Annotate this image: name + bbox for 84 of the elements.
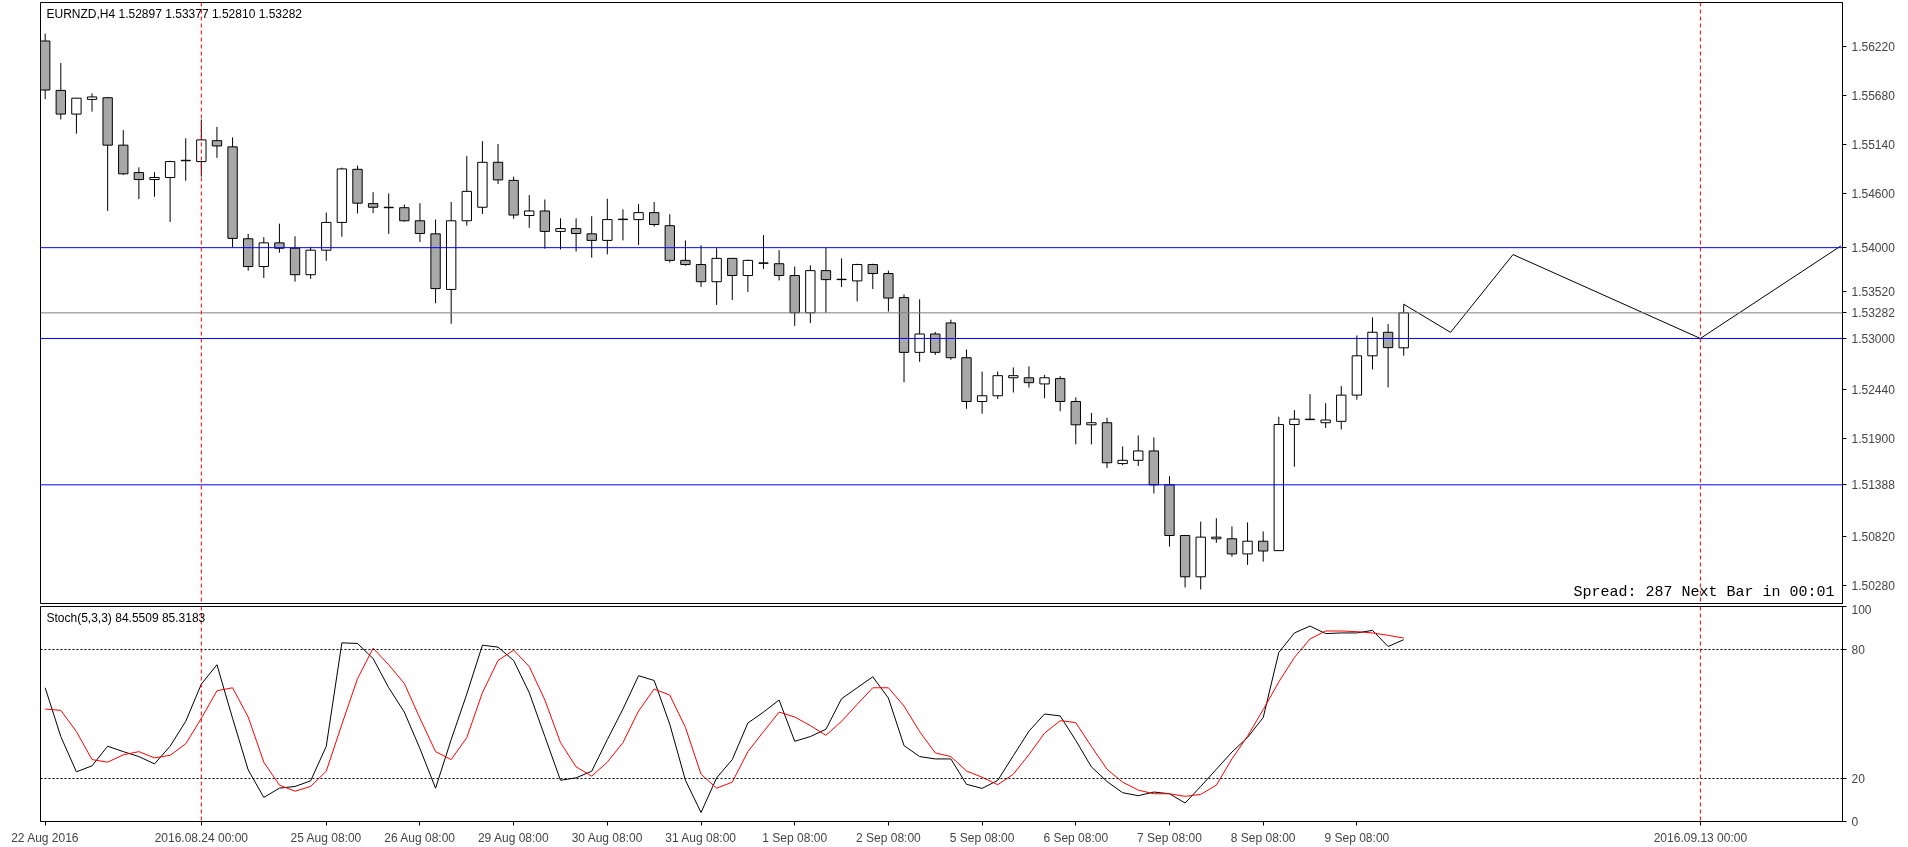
candlestick xyxy=(1008,367,1019,393)
candlestick xyxy=(992,371,1003,400)
candlestick xyxy=(133,166,145,200)
candlestick xyxy=(570,217,582,252)
candlestick xyxy=(742,259,754,293)
x-tick-label: 6 Sep 08:00 xyxy=(1043,830,1109,845)
candlestick xyxy=(1117,445,1128,466)
candlestick xyxy=(1086,412,1097,445)
candlestick xyxy=(617,208,629,241)
candlestick xyxy=(71,97,82,135)
candlestick xyxy=(1257,530,1269,563)
y-tick-label: 1.51900 xyxy=(1851,431,1896,446)
y-tick-label: 1.55140 xyxy=(1851,137,1896,152)
candlestick xyxy=(930,331,941,356)
annotation: Spread: 287 Next Bar in 00:01 xyxy=(1573,583,1835,601)
x-tick-label: 30 Aug 08:00 xyxy=(571,830,643,845)
candlestick xyxy=(1039,374,1050,399)
candlestick xyxy=(492,143,504,185)
candlestick xyxy=(1320,402,1331,429)
x-tick-label: 8 Sep 08:00 xyxy=(1230,830,1296,845)
y-tick-label: 1.50280 xyxy=(1851,578,1896,593)
y-tick-label: 80 xyxy=(1851,643,1866,657)
candlestick xyxy=(1133,434,1144,467)
candlestick xyxy=(524,194,535,229)
y-tick-label: 20 xyxy=(1851,772,1866,786)
candlestick xyxy=(1070,396,1081,445)
candlestick xyxy=(555,217,566,250)
x-tick-label: 31 Aug 08:00 xyxy=(665,830,737,845)
ref-line-label: 1.51388 xyxy=(1851,478,1896,493)
y-tick-label: 1.55680 xyxy=(1851,88,1896,103)
candlestick xyxy=(367,191,379,214)
candlestick xyxy=(648,201,660,227)
ref-line-label: 1.53282 xyxy=(1851,306,1896,321)
x-tick-label: 9 Sep 08:00 xyxy=(1324,830,1390,845)
candlestick xyxy=(851,263,863,302)
candlestick xyxy=(149,171,160,198)
x-tick-label: 7 Sep 08:00 xyxy=(1137,830,1203,845)
candlestick xyxy=(602,198,613,255)
candlestick xyxy=(1023,365,1035,389)
candlestick xyxy=(867,263,878,290)
candlestick xyxy=(773,249,785,281)
candlestick xyxy=(727,257,738,301)
x-tick-label: 26 Aug 08:00 xyxy=(384,830,456,845)
candlestick xyxy=(86,92,98,113)
candlestick xyxy=(695,244,707,288)
candlestick xyxy=(1242,521,1253,566)
ref-line-label: 1.54000 xyxy=(1851,241,1896,256)
x-tick-label: 22 Aug 2016 xyxy=(11,830,79,845)
candlestick xyxy=(820,247,832,314)
y-tick-label: 1.50820 xyxy=(1851,529,1896,544)
x-tick-label: 2016.09.13 00:00 xyxy=(1653,830,1748,845)
y-tick-label: 1.53520 xyxy=(1851,284,1896,299)
candlestick xyxy=(914,298,925,363)
candlestick xyxy=(1211,517,1222,544)
ref-line-label: 1.53000 xyxy=(1851,331,1896,346)
candlestick xyxy=(1226,525,1238,558)
y-tick-label: 1.52440 xyxy=(1851,382,1896,397)
y-tick-label: 100 xyxy=(1851,602,1872,617)
candlestick xyxy=(1054,375,1066,412)
candlestick xyxy=(1289,409,1300,468)
candlestick xyxy=(633,203,644,246)
candlestick xyxy=(1367,316,1378,370)
candlestick xyxy=(976,371,988,415)
x-tick-label: 1 Sep 08:00 xyxy=(762,830,828,845)
candlestick xyxy=(539,199,551,250)
x-tick-label: 2016.08.24 00:00 xyxy=(154,830,249,845)
candlestick xyxy=(55,62,66,120)
y-tick-label: 0 xyxy=(1851,815,1859,829)
x-tick-label: 25 Aug 08:00 xyxy=(290,830,362,845)
candlestick xyxy=(164,160,176,223)
candlestick xyxy=(258,236,269,279)
chart-title: EURNZD,H4 1.52897 1.53377 1.52810 1.53282 xyxy=(46,6,303,21)
candlestick xyxy=(758,234,769,270)
candlestick xyxy=(711,247,722,306)
x-tick-label: 29 Aug 08:00 xyxy=(477,830,549,845)
y-tick-label: 1.54600 xyxy=(1851,186,1896,201)
candlestick xyxy=(414,202,426,243)
y-tick-label: 1.56220 xyxy=(1851,39,1896,54)
x-tick-label: 5 Sep 08:00 xyxy=(949,830,1015,845)
candlestick xyxy=(586,215,597,259)
chart-title: Stoch(5,3,3) 84.5509 85.3183 xyxy=(46,610,206,625)
candlestick xyxy=(211,126,223,159)
x-tick-label: 2 Sep 08:00 xyxy=(856,830,922,845)
candlestick xyxy=(680,239,691,267)
